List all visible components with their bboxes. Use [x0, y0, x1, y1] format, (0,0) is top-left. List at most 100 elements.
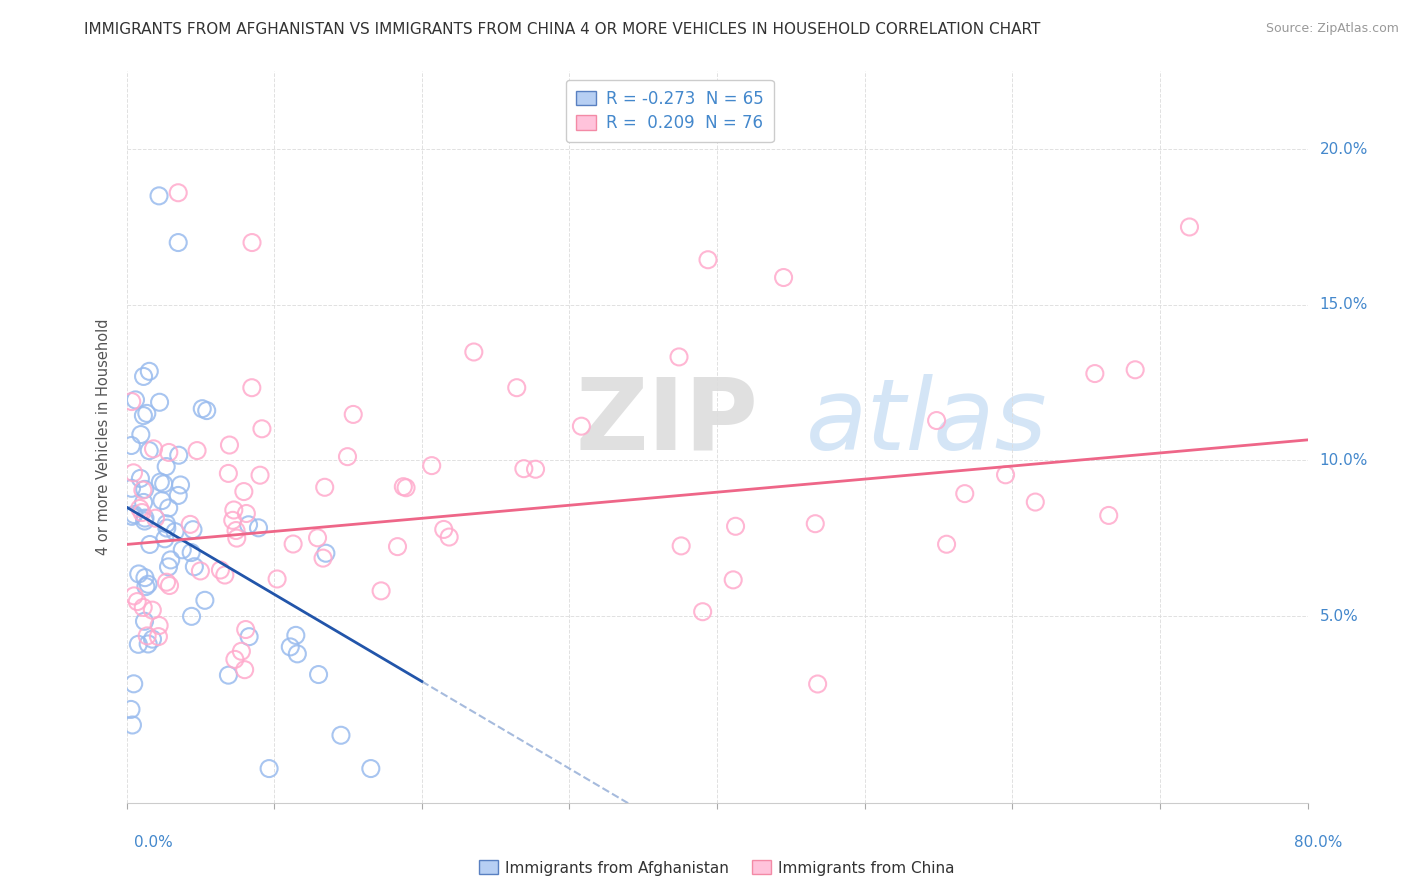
Point — [153, 532, 176, 546]
Point — [157, 500, 180, 515]
Point — [136, 577, 159, 591]
Text: Source: ZipAtlas.com: Source: ZipAtlas.com — [1265, 22, 1399, 36]
Point — [121, 509, 143, 524]
Point — [420, 458, 443, 473]
Point — [136, 637, 159, 651]
Point — [225, 531, 247, 545]
Point — [159, 578, 181, 592]
Point — [120, 702, 142, 716]
Point — [141, 632, 163, 647]
Point — [167, 488, 190, 502]
Point — [692, 605, 714, 619]
Point — [134, 571, 156, 585]
Point — [155, 575, 177, 590]
Point — [167, 186, 190, 200]
Point — [157, 445, 180, 459]
Point — [214, 568, 236, 582]
Point — [138, 364, 160, 378]
Point — [134, 514, 156, 528]
Point — [524, 462, 547, 476]
Point — [172, 542, 194, 557]
Point — [165, 524, 187, 539]
Point — [238, 630, 260, 644]
Point — [395, 481, 418, 495]
Point — [804, 516, 827, 531]
Point — [180, 609, 202, 624]
Point — [127, 637, 149, 651]
Point — [235, 623, 257, 637]
Text: 20.0%: 20.0% — [1319, 142, 1368, 157]
Point — [1084, 367, 1107, 381]
Point — [141, 603, 163, 617]
Point — [120, 438, 142, 452]
Point — [132, 495, 155, 509]
Point — [284, 628, 307, 642]
Point — [217, 467, 239, 481]
Point — [134, 614, 156, 628]
Point — [222, 503, 245, 517]
Point — [156, 521, 179, 535]
Point — [148, 395, 170, 409]
Point — [194, 593, 217, 607]
Point — [807, 677, 830, 691]
Point — [169, 478, 191, 492]
Text: 80.0%: 80.0% — [1295, 836, 1343, 850]
Point — [697, 252, 720, 267]
Point — [127, 594, 149, 608]
Text: 0.0%: 0.0% — [134, 836, 173, 850]
Point — [222, 513, 245, 527]
Point — [235, 507, 257, 521]
Point — [150, 493, 173, 508]
Legend: Immigrants from Afghanistan, Immigrants from China: Immigrants from Afghanistan, Immigrants … — [474, 855, 960, 881]
Point — [136, 629, 159, 643]
Point — [266, 572, 288, 586]
Point — [149, 475, 172, 489]
Point — [370, 583, 392, 598]
Point — [155, 516, 177, 531]
Point — [232, 484, 254, 499]
Point — [159, 553, 181, 567]
Point — [217, 668, 239, 682]
Point — [506, 381, 529, 395]
Point — [195, 403, 218, 417]
Point — [240, 381, 263, 395]
Point — [138, 443, 160, 458]
Point — [724, 519, 747, 533]
Point — [148, 189, 170, 203]
Point — [278, 640, 301, 654]
Point — [152, 476, 174, 491]
Point — [129, 471, 152, 485]
Point — [209, 563, 232, 577]
Point — [994, 467, 1017, 482]
Point — [1098, 508, 1121, 523]
Point — [124, 392, 146, 407]
Point — [132, 483, 155, 497]
Point — [181, 523, 204, 537]
Point — [122, 508, 145, 522]
Text: 5.0%: 5.0% — [1319, 608, 1358, 624]
Point — [122, 677, 145, 691]
Point — [121, 718, 143, 732]
Point — [186, 443, 208, 458]
Point — [191, 401, 214, 416]
Point — [122, 466, 145, 480]
Point — [190, 564, 212, 578]
Point — [121, 394, 143, 409]
Point — [360, 762, 382, 776]
Point — [139, 537, 162, 551]
Point — [463, 345, 485, 359]
Point — [669, 539, 692, 553]
Point — [121, 481, 143, 495]
Point — [238, 517, 260, 532]
Point — [131, 506, 153, 520]
Point — [387, 540, 409, 554]
Point — [721, 573, 744, 587]
Point — [307, 531, 329, 545]
Point — [157, 560, 180, 574]
Point — [772, 270, 794, 285]
Point — [129, 427, 152, 442]
Point — [392, 480, 415, 494]
Point — [128, 501, 150, 516]
Point — [224, 652, 246, 666]
Point — [257, 762, 280, 776]
